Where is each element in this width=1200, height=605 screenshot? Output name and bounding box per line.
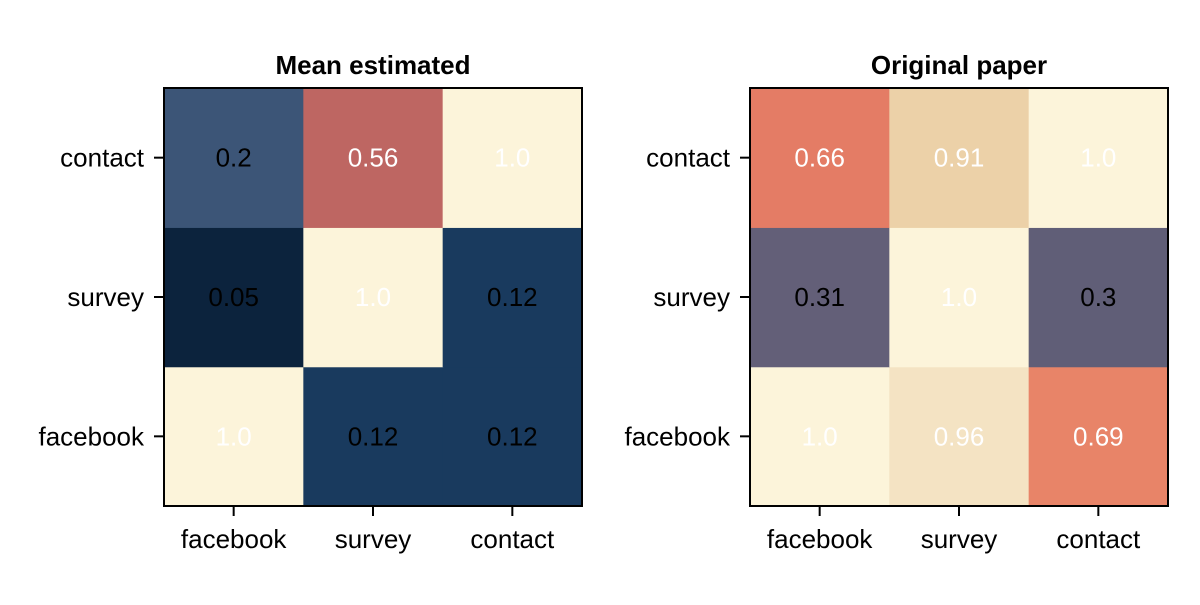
heatmap-cell <box>164 366 304 507</box>
cell-value-label: 0.12 <box>348 421 399 451</box>
y-tick-label: contact <box>646 143 731 173</box>
cell-value-label: 0.91 <box>934 143 985 173</box>
cell-value-label: 0.12 <box>487 282 538 312</box>
heatmap-cell <box>303 88 444 228</box>
x-tick-label: facebook <box>181 524 288 554</box>
heatmap-cell <box>750 227 890 368</box>
cell-value-label: 0.69 <box>1073 421 1124 451</box>
y-tick-label: survey <box>653 282 730 312</box>
x-tick-label: facebook <box>767 524 874 554</box>
cell-value-label: 0.96 <box>934 421 985 451</box>
heatmap-cell <box>442 227 583 368</box>
x-tick-label: contact <box>470 524 555 554</box>
heatmap-cell <box>1028 366 1169 507</box>
heatmap-cell <box>1028 227 1169 368</box>
y-tick-label: contact <box>60 143 145 173</box>
panel-title: Mean estimated <box>275 50 470 80</box>
cell-value-label: 1.0 <box>1080 143 1116 173</box>
heatmap-cell <box>303 227 444 368</box>
heatmap-cell <box>750 366 890 507</box>
cell-value-label: 1.0 <box>941 282 977 312</box>
y-tick-label: survey <box>67 282 144 312</box>
heatmap-panel-original-paper: Original paper 1.0 0.96 0.69 0.31 1.0 0.3 0.66 0… <box>624 50 1169 554</box>
cell-value-label: 1.0 <box>494 143 530 173</box>
cell-value-label: 0.66 <box>794 143 845 173</box>
x-tick-label: survey <box>335 524 412 554</box>
heatmap-cell <box>442 366 583 507</box>
heatmap-cell <box>889 227 1030 368</box>
heatmap-cell <box>889 366 1030 507</box>
cell-value-label: 0.05 <box>208 282 259 312</box>
panel-title: Original paper <box>871 50 1047 80</box>
heatmap-cell <box>750 88 890 228</box>
cell-value-label: 0.56 <box>348 143 399 173</box>
heatmap-cell <box>303 366 444 507</box>
cell-value-label: 1.0 <box>216 421 252 451</box>
heatmap-cell <box>442 88 583 228</box>
heatmap-cell <box>164 227 304 368</box>
heatmap-cell <box>1028 88 1169 228</box>
y-tick-label: facebook <box>38 421 145 451</box>
cell-value-label: 0.3 <box>1080 282 1116 312</box>
cell-value-label: 1.0 <box>802 421 838 451</box>
x-tick-label: contact <box>1056 524 1141 554</box>
cell-value-label: 0.12 <box>487 421 538 451</box>
x-tick-label: survey <box>921 524 998 554</box>
heatmap-panel-mean-estimated: Mean estimated 1.0 0.12 0.12 0.05 1.0 0.12 0.2 0… <box>38 50 583 554</box>
heatmap-cell <box>164 88 304 228</box>
heatmap-cell <box>889 88 1030 228</box>
cell-value-label: 0.31 <box>794 282 845 312</box>
y-tick-label: facebook <box>624 421 731 451</box>
cell-value-label: 1.0 <box>355 282 391 312</box>
cell-value-label: 0.2 <box>216 143 252 173</box>
